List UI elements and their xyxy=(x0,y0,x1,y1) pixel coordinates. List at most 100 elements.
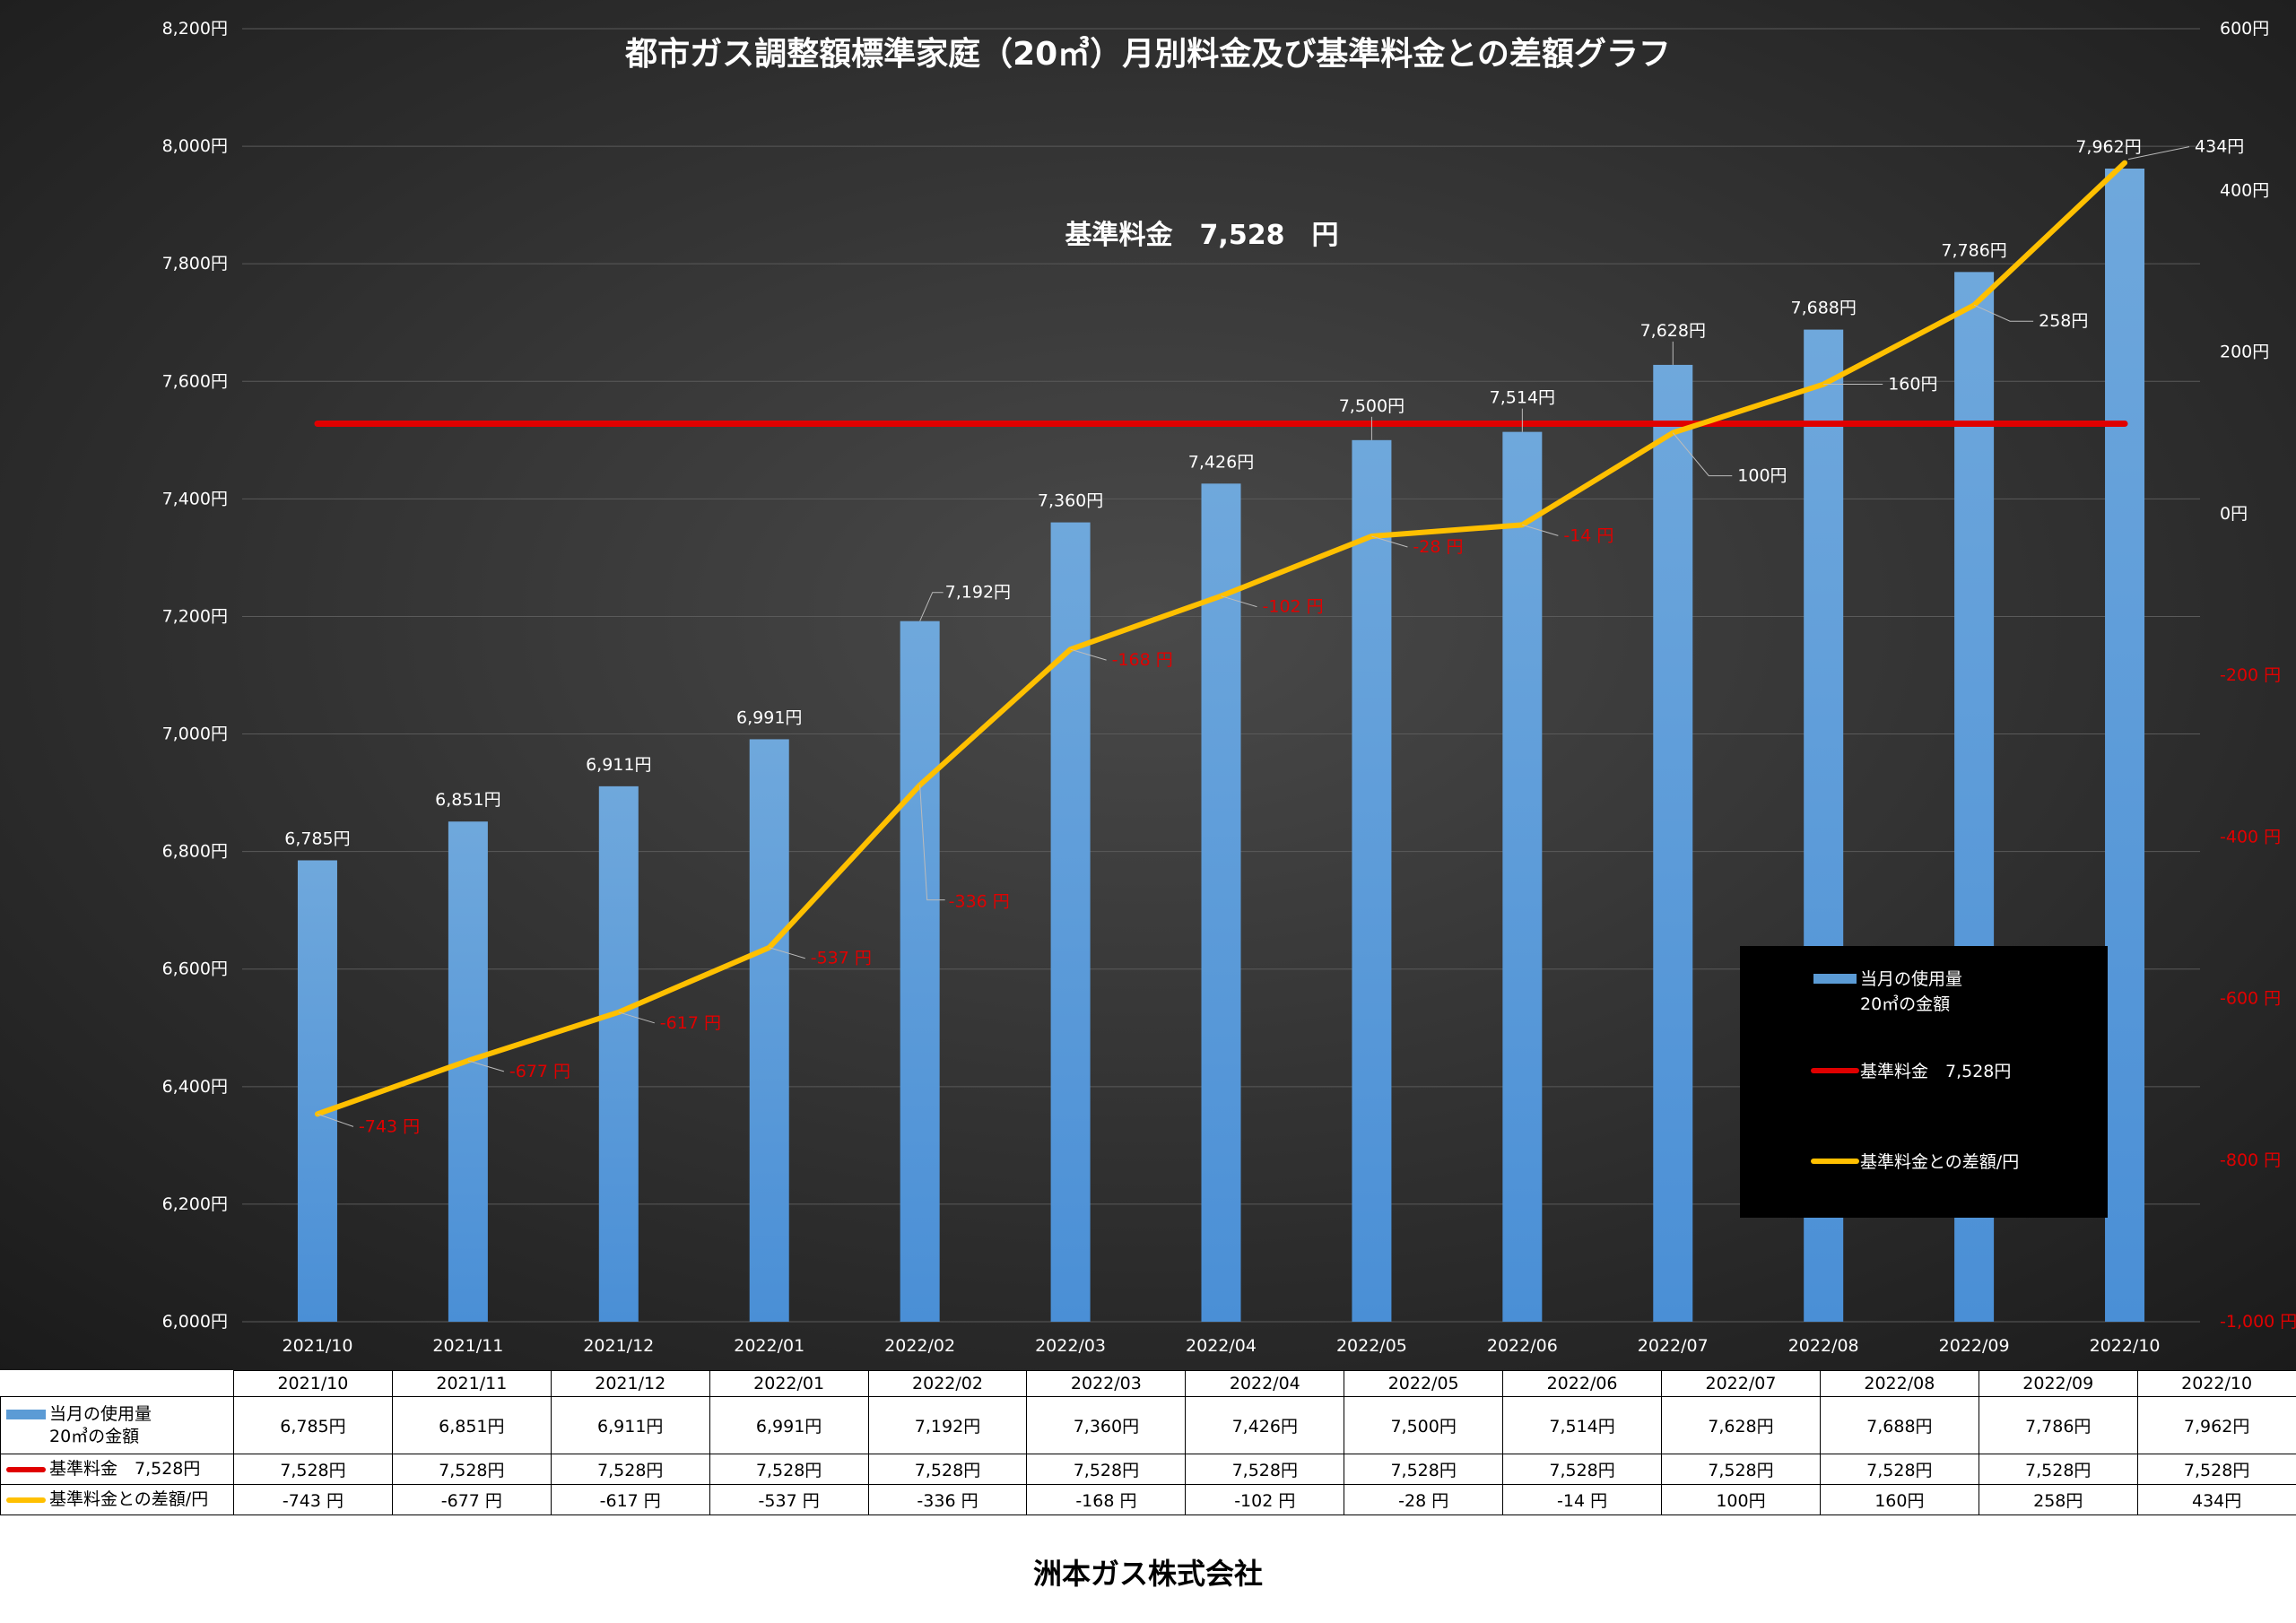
x-axis-tick-label: 2022/02 xyxy=(884,1336,955,1356)
difference-value-label: 258円 xyxy=(2039,311,2088,331)
legend-label: 20㎥の金額 xyxy=(1860,994,1950,1014)
left-axis-tick-label: 7,800円 xyxy=(162,254,228,273)
difference-value-label: -14 円 xyxy=(1563,525,1613,545)
bar-value-label: 7,500円 xyxy=(1339,396,1405,416)
right-axis-tick-label: -800 円 xyxy=(2220,1150,2281,1170)
bar-value-label: 7,426円 xyxy=(1188,452,1254,472)
table-cell: 7,528円 xyxy=(550,1454,710,1485)
table-cell: 7,528円 xyxy=(1344,1454,1504,1485)
table-column-header: 2022/01 xyxy=(709,1370,869,1397)
table-cell: -102 円 xyxy=(1185,1484,1345,1515)
x-axis-tick-label: 2022/08 xyxy=(1788,1336,1859,1356)
table-row: 基準料金 7,528円 7,528円 7,528円 7,528円 7,528円 7,52… xyxy=(0,1454,2296,1485)
difference-value-label: -537 円 xyxy=(811,949,872,968)
table-cell: -14 円 xyxy=(1502,1484,1663,1515)
table-row-label: 基準料金との差額/円 xyxy=(0,1484,234,1515)
diff-label-leader xyxy=(919,785,945,901)
bar-value-label: 6,785円 xyxy=(284,829,350,848)
right-axis-tick-label: -600 円 xyxy=(2220,989,2281,1009)
table-cell: 160円 xyxy=(1819,1484,1979,1515)
left-axis-tick-label: 8,200円 xyxy=(162,19,228,39)
left-axis-tick-label: 7,600円 xyxy=(162,371,228,391)
table-cell: 7,786円 xyxy=(1978,1396,2138,1454)
table-row: 基準料金との差額/円 -743 円 -677 円 -617 円 -537 円 -336 … xyxy=(0,1484,2296,1515)
data-table: 2021/10 2021/11 2021/12 2022/01 2022/02 2022/… xyxy=(0,1370,2296,1515)
left-axis-tick-label: 6,400円 xyxy=(162,1077,228,1097)
table-column-header: 2021/10 xyxy=(233,1370,393,1397)
x-axis-tick-label: 2022/07 xyxy=(1638,1336,1709,1356)
row-label-text: 基準料金 7,528円 xyxy=(49,1459,201,1479)
chart-title: 都市ガス調整額標準家庭（20㎥）月別料金及び基準料金との差額グラフ xyxy=(624,35,1671,73)
left-axis-tick-label: 6,600円 xyxy=(162,959,228,979)
table-cell: -743 円 xyxy=(233,1484,393,1515)
table-cell: 7,360円 xyxy=(1026,1396,1187,1454)
diff-label-leader xyxy=(2127,146,2190,161)
table-cell: -168 円 xyxy=(1026,1484,1187,1515)
table-cell: 7,528円 xyxy=(1661,1454,1821,1485)
difference-value-label: -677 円 xyxy=(509,1062,570,1081)
right-axis-tick-label: 0円 xyxy=(2220,504,2248,524)
diff-label-leader xyxy=(1371,535,1408,548)
x-axis-tick-label: 2022/03 xyxy=(1035,1336,1106,1356)
bar-value-label: 7,688円 xyxy=(1790,299,1856,318)
diff-label-leader xyxy=(1221,595,1257,608)
right-axis-tick-label: -200 円 xyxy=(2220,665,2281,685)
legend-label: 基準料金 7,528円 xyxy=(1860,1062,2011,1081)
table-column-header: 2022/08 xyxy=(1819,1370,1979,1397)
left-axis-tick-label: 7,400円 xyxy=(162,489,228,508)
bar-value-label: 6,991円 xyxy=(736,707,802,727)
table-column-header: 2022/05 xyxy=(1344,1370,1504,1397)
table-cell: 7,528円 xyxy=(709,1454,869,1485)
table-cell: -537 円 xyxy=(709,1484,869,1515)
difference-value-label: -336 円 xyxy=(949,892,1010,912)
difference-value-label: 434円 xyxy=(2195,137,2244,157)
bar xyxy=(1050,522,1091,1322)
bar-value-label: 7,514円 xyxy=(1490,388,1555,408)
table-cell: 7,528円 xyxy=(1502,1454,1663,1485)
table-row-label: 基準料金 7,528円 xyxy=(0,1454,234,1485)
bar-value-label: 7,192円 xyxy=(945,583,1011,603)
chart: 6,000円 6,200円 6,400円 6,600円 6,800円 7,000円 7,20… xyxy=(0,0,2296,1370)
table-cell: -677 円 xyxy=(391,1484,552,1515)
company-footer: 洲本ガス株式会社 xyxy=(1032,1557,1263,1591)
bar-value-label: 7,628円 xyxy=(1640,321,1706,341)
legend-bar-swatch xyxy=(1813,974,1857,984)
bar-label-leader xyxy=(919,592,944,621)
x-axis-tick-label: 2022/04 xyxy=(1186,1336,1257,1356)
bar xyxy=(1201,483,1241,1322)
table-row: 当月の使用量 20㎥の金額 6,785円 6,851円 6,911円 6,991円 7,… xyxy=(0,1396,2296,1454)
table-cell: 7,962円 xyxy=(2136,1396,2296,1454)
bar xyxy=(1653,364,1693,1322)
table-header-row: 2021/10 2021/11 2021/12 2022/01 2022/02 2022/… xyxy=(0,1370,2296,1397)
chart-subtitle: 基準料金 7,528 円 xyxy=(1065,220,1339,251)
x-axis-tick-label: 2022/01 xyxy=(734,1336,804,1356)
difference-value-label: -168 円 xyxy=(1112,650,1173,670)
table-cell: 7,514円 xyxy=(1502,1396,1663,1454)
table-column-header: 2022/03 xyxy=(1026,1370,1187,1397)
table-cell: 7,528円 xyxy=(867,1454,1028,1485)
diff-label-leader xyxy=(618,1011,655,1024)
table-cell: 7,528円 xyxy=(1185,1454,1345,1485)
x-axis-tick-label: 2022/06 xyxy=(1487,1336,1558,1356)
x-axis-tick-label: 2021/11 xyxy=(432,1336,503,1356)
table-cell: 6,911円 xyxy=(550,1396,710,1454)
x-axis-tick-label: 2021/10 xyxy=(282,1336,352,1356)
table-cell: 7,528円 xyxy=(1026,1454,1187,1485)
table-cell: 7,528円 xyxy=(2136,1454,2296,1485)
difference-value-label: -28 円 xyxy=(1413,537,1463,557)
diff-label-leader xyxy=(1522,524,1559,536)
table-cell: 7,192円 xyxy=(867,1396,1028,1454)
left-axis-tick-label: 6,000円 xyxy=(162,1312,228,1332)
table-cell: 7,688円 xyxy=(1819,1396,1979,1454)
bar xyxy=(297,860,337,1322)
table-cell: 7,426円 xyxy=(1185,1396,1345,1454)
right-axis-tick-label: 600円 xyxy=(2220,19,2269,39)
bar xyxy=(1352,439,1392,1322)
red-line-legend-swatch xyxy=(6,1466,46,1472)
bar-value-label: 6,851円 xyxy=(435,790,500,810)
right-axis-tick-label: 400円 xyxy=(2220,180,2269,200)
x-axis-tick-label: 2021/12 xyxy=(583,1336,654,1356)
diff-label-leader xyxy=(769,947,805,959)
x-axis-tick-label: 2022/09 xyxy=(1939,1336,2010,1356)
